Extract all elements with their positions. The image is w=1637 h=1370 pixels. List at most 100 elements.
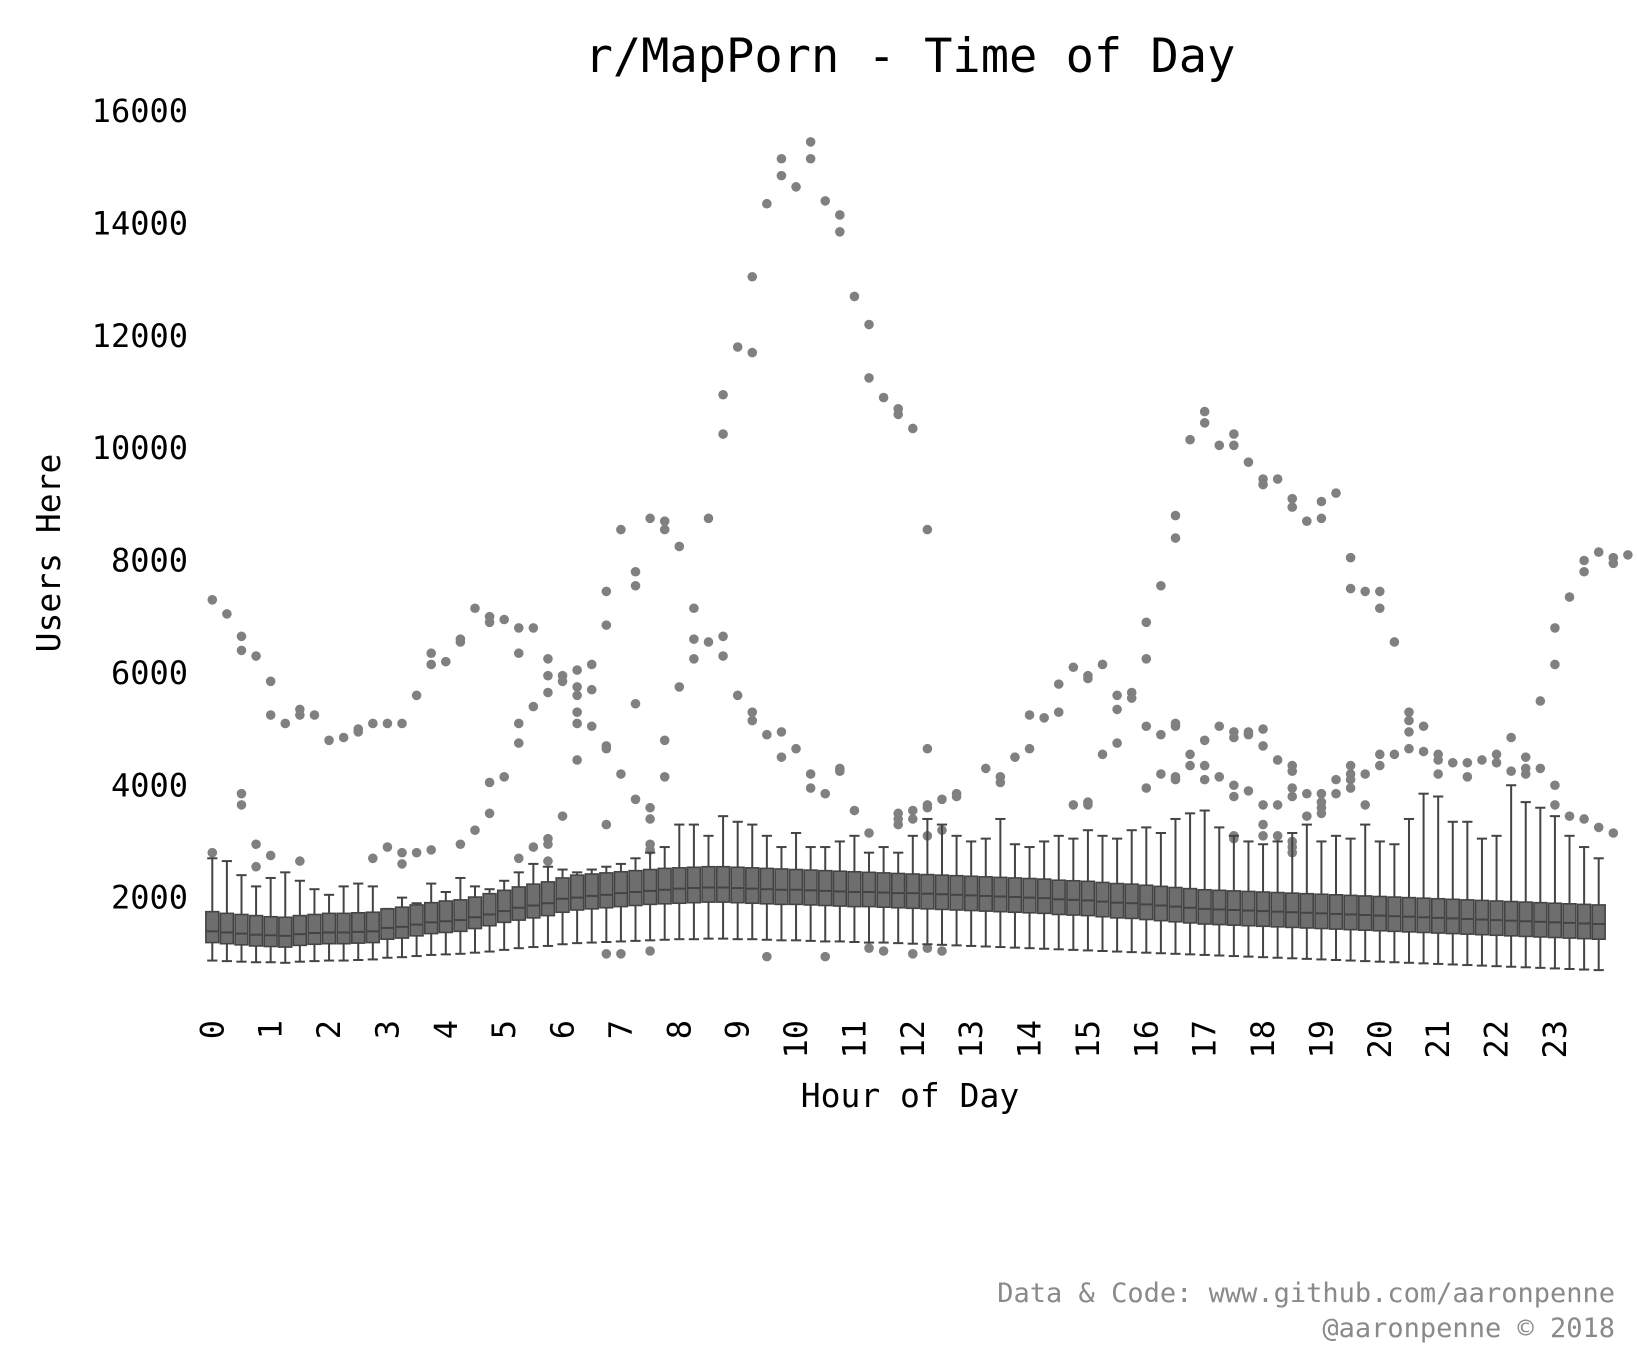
outlier-point [1199, 735, 1210, 746]
outlier-point [1579, 814, 1589, 824]
outlier-point [805, 137, 816, 147]
outlier-point [543, 670, 553, 681]
box [1357, 895, 1373, 932]
y-tick-label: 14000 [92, 204, 188, 242]
box [1124, 883, 1139, 920]
outlier-point [864, 943, 874, 953]
outlier-point [1418, 721, 1429, 732]
outlier-point [1564, 811, 1575, 821]
outlier-point [1623, 550, 1633, 560]
outlier-point [543, 654, 553, 664]
outlier-point [1345, 760, 1356, 771]
outlier-point [1579, 566, 1589, 577]
outlier-point [251, 651, 261, 661]
y-tick-label: 8000 [111, 542, 188, 580]
outlier-point [907, 805, 918, 816]
x-tick-label: 21 [1419, 1020, 1457, 1059]
outlier-point [1608, 828, 1619, 838]
outlier-point [1229, 780, 1239, 791]
outlier-point [747, 707, 758, 718]
outlier-point [1199, 406, 1210, 417]
outlier-point [1068, 800, 1079, 810]
outlier-point [295, 856, 305, 866]
outlier-point [1170, 510, 1181, 521]
outlier-point [1374, 749, 1385, 760]
outlier-point [470, 825, 480, 835]
outlier-point [1039, 713, 1049, 723]
outlier-points [207, 137, 1633, 962]
outlier-point [601, 620, 612, 630]
outlier-point [703, 513, 714, 524]
outlier-point [265, 676, 276, 687]
outlier-point [1316, 808, 1327, 819]
outlier-point [1170, 721, 1181, 732]
box [759, 867, 775, 905]
outlier-point [762, 198, 772, 209]
outlier-point [1272, 831, 1283, 841]
outlier-point [922, 943, 933, 953]
box [467, 896, 483, 930]
box [540, 881, 556, 917]
outlier-point [864, 828, 874, 838]
box [1080, 880, 1096, 917]
box [1314, 893, 1329, 930]
outlier-point [835, 227, 845, 237]
x-tick-label: 22 [1478, 1020, 1516, 1059]
y-axis-label: Users Here [29, 454, 68, 653]
outlier-point [499, 772, 509, 782]
outlier-point [1112, 704, 1122, 715]
outlier-point [470, 603, 480, 614]
outlier-point [1608, 558, 1619, 569]
outlier-point [1433, 755, 1443, 765]
outlier-point [353, 727, 364, 737]
outlier-point [951, 791, 962, 802]
outlier-point [1243, 457, 1254, 467]
outlier-point [1141, 617, 1152, 628]
box [511, 886, 526, 921]
outlier-point [368, 853, 378, 864]
outlier-point [1083, 800, 1093, 810]
outlier-point [1374, 586, 1385, 597]
outlier-point [1053, 707, 1064, 718]
outlier-point [1404, 715, 1414, 726]
outlier-point [776, 153, 787, 164]
outlier-point [572, 665, 582, 675]
outlier-point [995, 777, 1006, 788]
outlier-point [1243, 786, 1254, 796]
box [628, 869, 643, 907]
outlier-point [1316, 788, 1327, 799]
outlier-point [265, 710, 276, 720]
box [292, 914, 308, 947]
outlier-point [630, 794, 641, 805]
x-tick-label: 13 [952, 1020, 990, 1059]
outlier-point [1345, 552, 1356, 563]
outlier-point [1214, 772, 1225, 782]
outlier-point [338, 732, 349, 743]
outlier-point [586, 659, 597, 670]
outlier-point [689, 654, 699, 664]
outlier-point [572, 707, 582, 718]
outlier-point [1374, 603, 1385, 614]
outlier-point [922, 743, 933, 754]
outlier-point [1272, 800, 1283, 810]
outlier-point [543, 839, 553, 850]
box [1416, 897, 1431, 934]
outlier-point [1258, 479, 1268, 490]
outlier-point [426, 845, 437, 855]
outlier-point [674, 682, 685, 692]
outlier-point [922, 802, 933, 813]
box [1066, 879, 1081, 916]
outlier-point [426, 659, 437, 670]
outlier-point [557, 676, 568, 687]
outlier-point [1345, 583, 1356, 594]
box [1182, 887, 1198, 924]
outlier-point [1272, 755, 1283, 765]
outlier-point [805, 153, 816, 164]
outlier-point [1316, 513, 1327, 524]
outlier-point [1331, 488, 1341, 498]
x-tick-label: 9 [719, 1020, 757, 1039]
x-tick-label: 20 [1361, 1020, 1399, 1059]
outlier-point [1447, 757, 1458, 768]
box [482, 892, 497, 927]
outlier-point [1331, 774, 1341, 785]
